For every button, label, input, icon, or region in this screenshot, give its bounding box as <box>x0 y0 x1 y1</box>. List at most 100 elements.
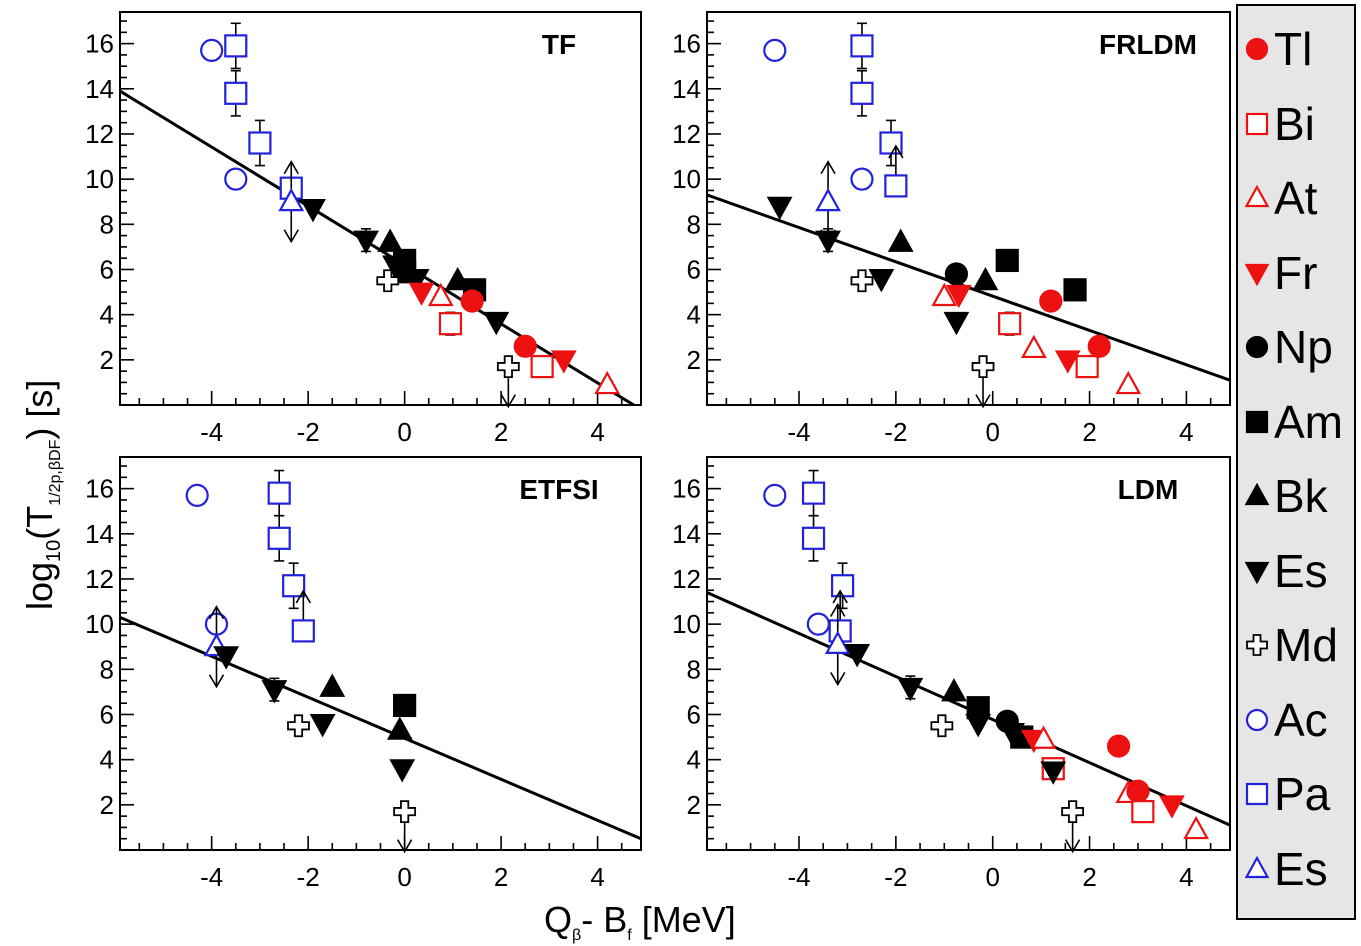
y-tick-label: 2 <box>100 345 114 375</box>
data-point-at <box>594 370 621 395</box>
data-point-bk <box>972 266 999 291</box>
y-tick-label: 12 <box>672 564 701 594</box>
x-tick-label: -2 <box>884 417 907 447</box>
triangle-down-filled-icon <box>1244 561 1270 584</box>
data-point-es <box>483 311 510 336</box>
y-axis-label: log10(T1/2p,βDF) [s] <box>19 380 65 610</box>
legend-label: Ac <box>1274 693 1328 746</box>
data-point-md <box>376 269 400 293</box>
x-tick-label: -4 <box>200 862 223 892</box>
y-tick-label: 14 <box>672 519 701 549</box>
x-axis-label: Qβ- Bf [MeV] <box>544 899 736 944</box>
data-point-am <box>393 693 417 718</box>
y-tick-label: 16 <box>85 29 114 59</box>
y-tick-label: 10 <box>672 609 701 639</box>
ylabel-T: (T <box>19 506 60 540</box>
legend-item-am: Am <box>1240 387 1356 457</box>
data-point-es <box>1040 761 1067 785</box>
y-tick-label: 10 <box>672 164 701 194</box>
data-point-at <box>427 282 454 307</box>
ylabel-tail: ) [s] <box>19 380 60 440</box>
x-tick-label: 2 <box>494 417 508 447</box>
data-point-es <box>766 196 793 221</box>
legend-label: Es <box>1274 544 1328 597</box>
square-filled-icon <box>1245 410 1269 433</box>
legend-label: Es <box>1274 842 1328 895</box>
y-tick-label: 16 <box>85 474 114 504</box>
x-tick-label: 0 <box>397 862 411 892</box>
legend-item-bi: Bi <box>1240 89 1356 159</box>
legend-item-pa: Pa <box>1240 759 1356 829</box>
data-point-at <box>1183 815 1209 840</box>
triangle-up-open-icon <box>1244 855 1270 878</box>
legend-item-md: Md <box>1240 610 1356 680</box>
xlabel-tail: [MeV] <box>632 899 736 940</box>
ylabel-subscript: 1/2p,βDF <box>47 439 64 505</box>
y-tick-label: 10 <box>85 164 114 194</box>
legend-label: Tl <box>1274 23 1313 75</box>
ylabel-log: log <box>19 562 60 610</box>
data-point-tl <box>1039 289 1063 313</box>
data-point-es <box>309 714 336 738</box>
square-open-icon <box>1245 782 1269 806</box>
data-point-bi <box>530 355 554 379</box>
data-point-at <box>931 282 958 307</box>
y-tick-label: 8 <box>687 654 701 684</box>
data-point-ac <box>763 38 787 62</box>
data-point-ac <box>806 612 830 636</box>
data-point-fr <box>1158 795 1185 819</box>
panels: -4 -2 0 2 4 2 4 6 8 10 12 14 16 TF -4 -2 0 2 4 2 4 6 8 10 12 14 16… <box>85 11 1231 892</box>
y-tick-label: 4 <box>100 745 114 775</box>
data-point-bk <box>941 678 967 702</box>
y-tick-label: 12 <box>672 119 701 149</box>
circle-filled-icon <box>1245 335 1269 359</box>
legend-item-es-blue: Es <box>1240 834 1356 904</box>
data-point-pa <box>291 589 315 643</box>
y-tick-label: 16 <box>672 474 701 504</box>
x-tick-label: 4 <box>1179 862 1193 892</box>
data-point-md <box>1061 800 1085 854</box>
data-point-pa <box>267 514 291 562</box>
legend-item-tl: Tl <box>1240 14 1356 84</box>
data-point-es <box>965 714 992 738</box>
legend-label: Bk <box>1274 470 1328 522</box>
x-tick-label: 0 <box>397 417 411 447</box>
legend-label: Fr <box>1274 246 1318 299</box>
data-point-at <box>1020 334 1047 359</box>
panel-frldm: -4 -2 0 2 4 2 4 6 8 10 12 14 16 FRLDM <box>672 11 1231 447</box>
y-tick-label: 4 <box>687 745 701 775</box>
data-point-es <box>261 677 288 704</box>
legend-item-at: At <box>1240 163 1356 233</box>
svg-text:Qβ- Bf [MeV]: Qβ- Bf [MeV] <box>544 899 736 944</box>
data-point-bi <box>1131 800 1155 824</box>
data-point-bi <box>998 311 1022 336</box>
data-point-es <box>815 228 841 254</box>
x-tick-label: 0 <box>985 862 999 892</box>
y-tick-label: 6 <box>687 254 701 284</box>
data-point-pa <box>224 22 248 70</box>
data-point-tl <box>513 334 537 358</box>
data-point-fr <box>408 282 435 306</box>
circle-filled-icon <box>1245 37 1269 61</box>
x-tick-label: 4 <box>590 862 604 892</box>
data-point-ac <box>763 483 787 507</box>
y-tick-label: 8 <box>100 654 114 684</box>
y-tick-label: 2 <box>687 790 701 820</box>
y-tick-label: 8 <box>687 209 701 239</box>
data-point-es <box>389 759 416 783</box>
xlabel-Q: Q <box>544 899 572 940</box>
data-point-pa <box>801 514 826 562</box>
x-tick-label: 2 <box>1082 417 1096 447</box>
y-tick-label: 8 <box>100 209 114 239</box>
panel-title: ETFSI <box>519 474 598 505</box>
data-point-at <box>1115 370 1142 395</box>
legend-label: At <box>1274 172 1318 224</box>
data-point-es <box>353 228 379 254</box>
data-point-es <box>943 311 970 336</box>
data-point-md <box>496 355 520 409</box>
legend-label: Np <box>1274 321 1333 373</box>
data-point-ac <box>224 167 248 191</box>
data-point-md <box>850 269 874 293</box>
plot-frame <box>706 11 1231 406</box>
legend-label: Bi <box>1274 97 1315 150</box>
